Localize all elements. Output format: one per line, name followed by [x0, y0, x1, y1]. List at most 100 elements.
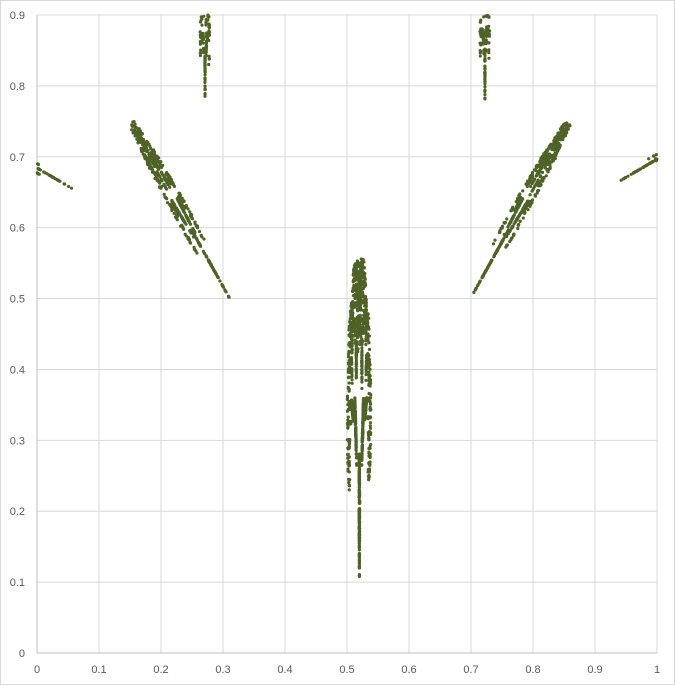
data-point	[361, 299, 365, 303]
data-point	[361, 331, 365, 335]
data-point	[557, 147, 561, 151]
data-point	[203, 67, 207, 71]
data-point	[353, 419, 357, 423]
data-point	[155, 155, 159, 159]
data-point	[531, 180, 535, 184]
data-point	[357, 299, 361, 304]
data-point	[367, 382, 371, 386]
data-point	[521, 197, 525, 201]
data-point	[553, 144, 557, 148]
data-point	[498, 243, 502, 247]
data-point	[557, 144, 561, 148]
data-point	[505, 217, 509, 221]
data-point	[155, 170, 159, 174]
data-point	[164, 185, 168, 190]
data-point	[367, 391, 371, 396]
data-point	[357, 321, 361, 325]
data-point	[357, 509, 362, 513]
data-point	[348, 437, 352, 442]
data-point	[184, 234, 188, 238]
data-point	[356, 309, 360, 313]
data-point	[354, 273, 358, 277]
data-point	[354, 358, 358, 362]
data-point	[159, 177, 163, 181]
data-point	[207, 26, 211, 30]
y-tick-label: 0.9	[10, 10, 25, 22]
y-tick-labels: 0 0.1 0.2 0.3 0.4 0.5 0.6 0.7 0.8 0.9	[10, 10, 25, 660]
data-point	[202, 46, 206, 51]
data-point	[512, 233, 516, 237]
data-point	[354, 447, 358, 451]
data-point	[353, 398, 357, 402]
data-point	[354, 426, 358, 430]
data-point	[647, 157, 651, 161]
data-point	[203, 87, 207, 91]
data-point	[353, 415, 357, 419]
data-point	[347, 358, 351, 363]
data-point	[487, 15, 491, 19]
data-point	[357, 475, 361, 479]
data-point	[491, 242, 496, 246]
data-point	[485, 31, 489, 35]
data-point	[360, 346, 364, 350]
data-point	[198, 33, 202, 37]
data-point	[207, 259, 211, 263]
data-point	[132, 120, 136, 124]
data-point	[345, 394, 350, 398]
data-point	[181, 217, 185, 222]
data-point	[565, 127, 569, 131]
data-point	[500, 239, 505, 243]
data-point	[360, 449, 364, 453]
data-point	[478, 48, 482, 53]
data-point	[368, 424, 372, 428]
data-point	[155, 178, 159, 182]
data-point	[356, 288, 360, 293]
data-point	[537, 169, 541, 173]
data-point	[511, 215, 515, 219]
data-point	[195, 226, 200, 230]
data-point	[492, 255, 496, 259]
y-tick-label: 0.1	[10, 577, 25, 589]
data-point	[626, 174, 630, 178]
data-point	[360, 351, 364, 355]
y-tick-label: 0	[19, 648, 25, 660]
data-point	[198, 42, 202, 46]
data-point	[367, 436, 371, 440]
data-point	[483, 93, 487, 97]
data-point	[199, 233, 203, 238]
data-point	[353, 407, 357, 411]
data-point	[358, 331, 363, 335]
data-point	[354, 371, 358, 375]
data-point	[138, 134, 142, 138]
data-point	[360, 380, 364, 384]
data-point	[354, 431, 358, 435]
data-point	[367, 475, 371, 479]
data-point	[168, 203, 172, 207]
data-point	[363, 284, 367, 289]
data-point	[136, 139, 141, 143]
data-point	[347, 324, 351, 328]
data-point	[347, 333, 351, 337]
data-point	[357, 264, 362, 268]
data-point	[353, 333, 357, 337]
data-point	[43, 171, 47, 175]
data-point	[358, 295, 362, 299]
data-point	[177, 201, 182, 205]
data-point	[494, 250, 498, 254]
data-point	[213, 271, 218, 275]
data-point	[508, 239, 512, 244]
data-point	[186, 207, 190, 211]
x-tick-label: 1	[654, 664, 660, 676]
data-point	[353, 400, 357, 405]
data-point	[478, 54, 482, 58]
gridlines	[37, 14, 658, 653]
data-point	[486, 27, 490, 31]
data-point	[358, 325, 362, 330]
data-point	[360, 458, 364, 462]
data-point	[479, 42, 483, 47]
data-point	[62, 182, 66, 186]
data-point	[364, 370, 368, 374]
data-point	[516, 197, 521, 201]
data-point	[357, 532, 361, 537]
